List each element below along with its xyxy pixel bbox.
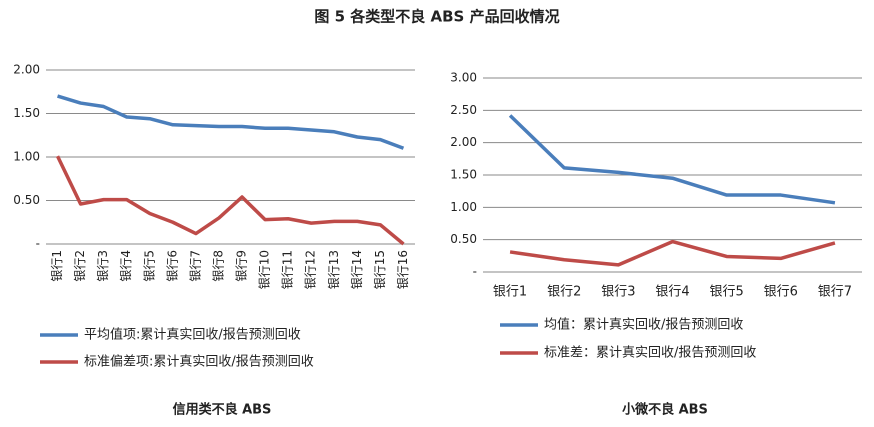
x-tick-label: 银行10 bbox=[258, 250, 272, 289]
y-tick-label: 2.00 bbox=[13, 63, 40, 77]
y-tick-label: 0.50 bbox=[13, 193, 40, 207]
y-tick-label: - bbox=[36, 237, 40, 251]
x-tick-label: 银行16 bbox=[396, 250, 410, 289]
x-tick-label: 银行6 bbox=[165, 250, 179, 282]
x-tick-label: 银行5 bbox=[710, 285, 744, 300]
y-tick-label: - bbox=[473, 265, 477, 279]
legend-label: 均值：累计真实回收/报告预测回收 bbox=[544, 317, 743, 333]
data-line bbox=[55, 155, 405, 246]
x-tick-label: 银行4 bbox=[119, 250, 133, 282]
y-tick-label: 1.50 bbox=[13, 106, 40, 120]
x-tick-label: 银行7 bbox=[818, 285, 852, 300]
page-title: 图 5 各类型不良 ABS 产品回收情况 bbox=[314, 8, 559, 26]
x-tick-label: 银行1 bbox=[50, 250, 64, 282]
x-tick-label: 银行11 bbox=[281, 250, 295, 289]
y-tick-label: 1.00 bbox=[450, 200, 477, 214]
x-tick-label: 银行4 bbox=[655, 285, 689, 300]
x-tick-label: 银行1 bbox=[493, 285, 527, 300]
x-tick-label: 银行7 bbox=[188, 250, 202, 282]
x-tick-label: 银行6 bbox=[764, 285, 798, 300]
y-tick-label: 3.00 bbox=[450, 71, 477, 85]
data-line bbox=[57, 94, 405, 150]
legend-label: 标准偏差项:累计真实回收/报告预测回收 bbox=[84, 355, 314, 370]
legend-label: 标准差：累计真实回收/报告预测回收 bbox=[544, 346, 756, 361]
data-line bbox=[509, 239, 836, 267]
x-tick-label: 银行13 bbox=[327, 250, 341, 289]
x-tick-label: 银行15 bbox=[373, 250, 387, 289]
chart-caption: 信用类不良 ABS bbox=[173, 402, 272, 418]
x-tick-label: 银行3 bbox=[601, 285, 635, 300]
y-tick-label: 1.00 bbox=[13, 150, 40, 164]
x-tick-label: 银行14 bbox=[350, 250, 364, 289]
chart-caption: 小微不良 ABS bbox=[622, 402, 708, 418]
x-tick-label: 银行3 bbox=[96, 250, 110, 282]
y-tick-label: 2.50 bbox=[450, 103, 477, 117]
x-tick-label: 银行8 bbox=[211, 250, 225, 282]
y-tick-label: 0.50 bbox=[450, 232, 477, 246]
data-line bbox=[508, 114, 836, 205]
y-tick-label: 2.00 bbox=[450, 135, 477, 149]
x-tick-label: 银行12 bbox=[304, 250, 318, 289]
legend-label: 平均值项:累计真实回收/报告预测回收 bbox=[84, 327, 301, 343]
x-tick-label: 银行2 bbox=[73, 250, 87, 282]
x-tick-label: 银行9 bbox=[235, 250, 249, 282]
x-tick-label: 银行5 bbox=[142, 250, 156, 282]
y-tick-label: 1.50 bbox=[450, 168, 477, 182]
x-tick-label: 银行2 bbox=[547, 285, 581, 300]
